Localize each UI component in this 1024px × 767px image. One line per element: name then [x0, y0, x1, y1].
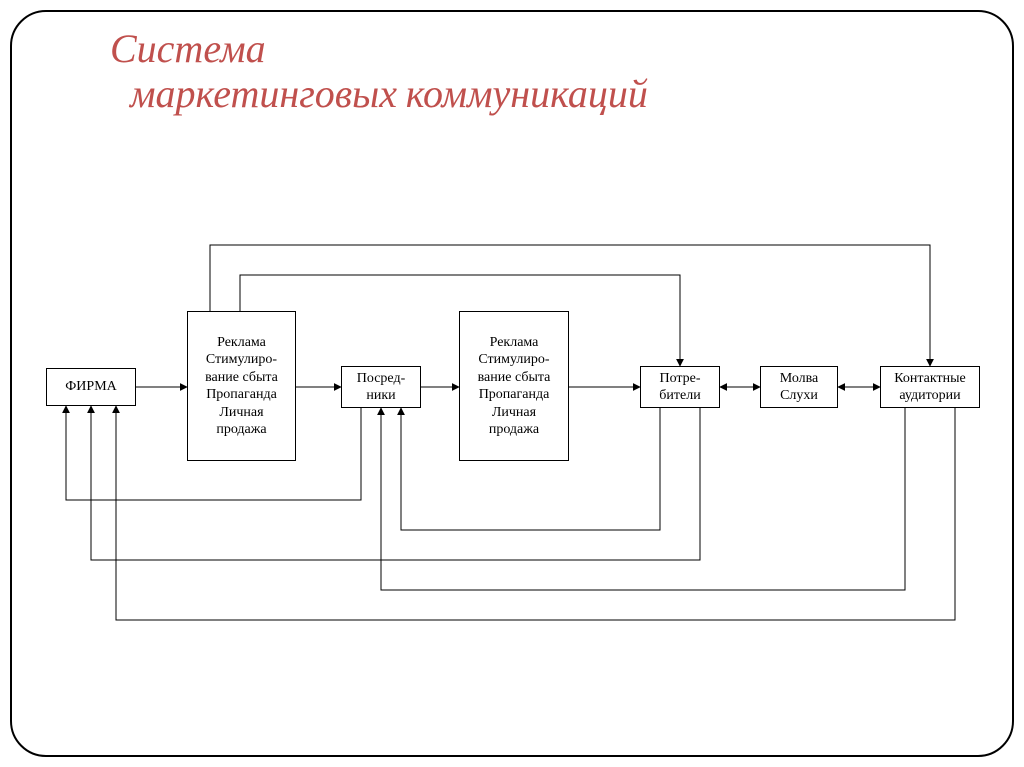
node-intermed: Посред- ники	[341, 366, 421, 408]
node-rumors: Молва Слухи	[760, 366, 838, 408]
node-consumers: Потре- бители	[640, 366, 720, 408]
node-mix2: Реклама Стимулиро- вание сбыта Пропаганд…	[459, 311, 569, 461]
diagram: ФИРМА Реклама Стимулиро- вание сбыта Проп…	[0, 0, 1024, 767]
edge-consumers-to-firm-10	[91, 406, 700, 560]
node-audiences: Контактные аудитории	[880, 366, 980, 408]
edge-mix1-to-audiences-7	[210, 245, 930, 366]
slide: Система маркетинговых коммуникаций ФИРМА…	[0, 0, 1024, 767]
node-firm: ФИРМА	[46, 368, 136, 406]
node-mix1: Реклама Стимулиро- вание сбыта Пропаганд…	[187, 311, 296, 461]
